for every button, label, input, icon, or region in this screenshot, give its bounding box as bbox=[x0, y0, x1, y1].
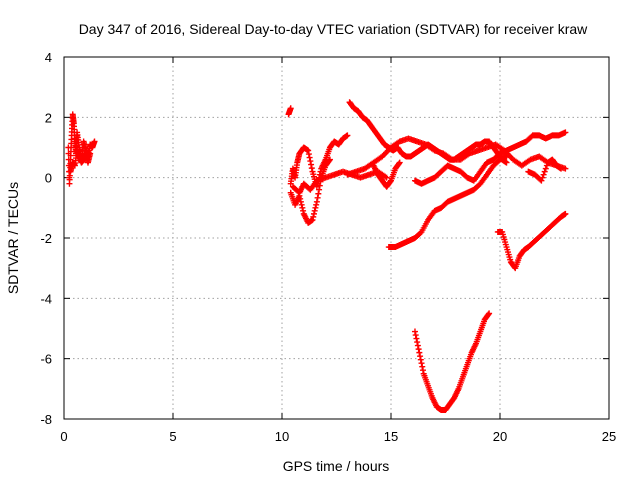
data-point bbox=[503, 153, 510, 160]
data-point bbox=[91, 138, 98, 145]
data-point bbox=[419, 367, 426, 374]
data-series bbox=[411, 129, 569, 187]
data-point bbox=[297, 195, 304, 202]
data-point bbox=[414, 339, 421, 346]
chart-title: Day 347 of 2016, Sidereal Day-to-day VTE… bbox=[79, 21, 588, 37]
data-point bbox=[411, 328, 418, 335]
y-tick-label: -8 bbox=[40, 412, 52, 427]
data-points bbox=[65, 99, 569, 413]
x-tick-label: 10 bbox=[275, 429, 289, 444]
data-point bbox=[416, 349, 423, 356]
data-point bbox=[311, 207, 318, 214]
data-point bbox=[298, 201, 305, 208]
y-tick-label: 4 bbox=[45, 50, 52, 65]
data-point bbox=[326, 156, 333, 163]
data-series bbox=[67, 147, 94, 175]
data-point bbox=[415, 346, 422, 353]
y-axis-label: SDTVAR / TECUs bbox=[5, 182, 21, 294]
y-tick-label: -6 bbox=[40, 352, 52, 367]
data-point bbox=[503, 159, 510, 166]
data-point bbox=[417, 356, 424, 363]
data-point bbox=[87, 150, 94, 157]
data-series bbox=[65, 111, 98, 187]
data-point bbox=[312, 204, 319, 211]
data-point bbox=[485, 311, 492, 318]
x-tick-label: 25 bbox=[602, 429, 616, 444]
x-axis-label: GPS time / hours bbox=[283, 458, 390, 474]
data-point bbox=[412, 332, 419, 339]
data-point bbox=[299, 204, 306, 211]
data-point bbox=[543, 162, 550, 169]
data-series bbox=[370, 159, 403, 190]
data-point bbox=[309, 216, 316, 223]
data-point bbox=[308, 165, 315, 172]
data-series bbox=[525, 156, 565, 184]
data-point bbox=[316, 182, 323, 189]
data-point bbox=[313, 198, 320, 205]
data-point bbox=[326, 157, 333, 164]
data-point bbox=[383, 174, 390, 181]
x-tick-label: 20 bbox=[493, 429, 507, 444]
x-tick-label: 0 bbox=[60, 429, 67, 444]
data-series bbox=[411, 310, 493, 413]
data-point bbox=[297, 198, 304, 205]
data-series bbox=[285, 105, 294, 118]
data-series bbox=[287, 156, 333, 226]
data-point bbox=[414, 342, 421, 349]
data-point bbox=[287, 105, 294, 112]
data-point bbox=[315, 190, 322, 197]
data-point bbox=[413, 335, 420, 342]
data-point bbox=[562, 210, 569, 217]
y-tick-label: 0 bbox=[45, 171, 52, 186]
data-point bbox=[396, 159, 403, 166]
x-tick-label: 15 bbox=[384, 429, 398, 444]
data-series bbox=[494, 210, 569, 272]
plot-frame bbox=[63, 56, 610, 420]
data-point bbox=[486, 310, 493, 317]
y-tick-label: -4 bbox=[40, 291, 52, 306]
data-point bbox=[417, 353, 424, 360]
data-point bbox=[562, 129, 569, 136]
data-point bbox=[539, 174, 546, 181]
data-point bbox=[300, 207, 307, 214]
data-point bbox=[316, 186, 323, 193]
y-tick-label: 2 bbox=[45, 110, 52, 125]
data-point bbox=[540, 171, 547, 178]
data-point bbox=[417, 229, 424, 236]
data-point bbox=[313, 201, 320, 208]
grid bbox=[64, 57, 609, 419]
data-point bbox=[387, 178, 394, 185]
data-point bbox=[419, 363, 426, 370]
data-point bbox=[538, 177, 545, 184]
data-point bbox=[305, 147, 312, 154]
data-point bbox=[541, 168, 548, 175]
x-tick-label: 5 bbox=[169, 429, 176, 444]
data-point bbox=[306, 154, 313, 161]
data-point bbox=[542, 165, 549, 172]
data-series bbox=[346, 99, 510, 166]
data-point bbox=[558, 165, 565, 172]
y-tick-label: -2 bbox=[40, 231, 52, 246]
data-point bbox=[310, 213, 317, 220]
data-point bbox=[305, 151, 312, 158]
data-point bbox=[308, 161, 315, 168]
data-point bbox=[344, 132, 351, 139]
data-point bbox=[310, 210, 317, 217]
data-series bbox=[385, 153, 510, 251]
data-point bbox=[314, 194, 321, 201]
data-point bbox=[418, 360, 425, 367]
axis-ticks: 0 5 10 15 20 25 -8 -6 -4 -2 0 2 4 bbox=[40, 50, 616, 444]
data-point bbox=[395, 160, 402, 167]
data-point bbox=[307, 158, 314, 165]
